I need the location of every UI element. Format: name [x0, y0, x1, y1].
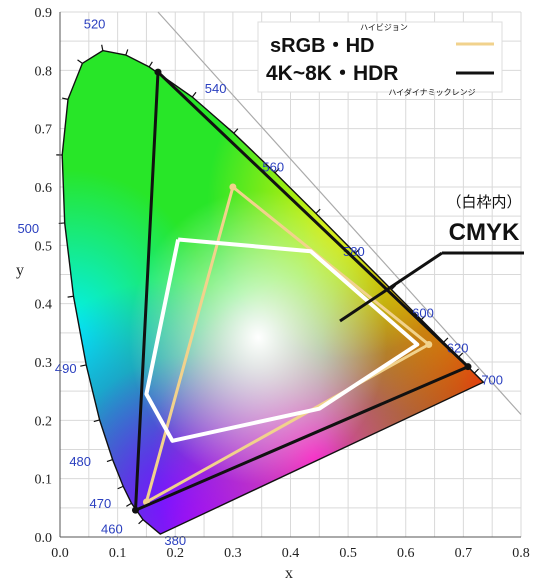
wavelength-tick [117, 485, 124, 490]
wavelength-tick [315, 208, 321, 214]
wavelength-tick [443, 337, 449, 343]
cmyk-pointer-line [339, 251, 443, 323]
wavelength-tick [138, 519, 144, 525]
legend-hdr-ruby: ハイダイナミックレンジ [388, 87, 475, 97]
x-tick-label: 0.2 [167, 546, 185, 561]
y-tick-labels: 0.0 0.1 0.2 0.3 0.4 0.5 0.6 0.7 0.8 0.9 [35, 6, 53, 546]
wavelength-ticks [56, 44, 480, 525]
wavelength-tick [473, 368, 480, 374]
purple-line [157, 11, 522, 415]
series-hdr-4k-8k-line [134, 70, 470, 512]
y-tick-label: 0.3 [35, 356, 53, 371]
y-tick-label: 0.8 [35, 64, 53, 79]
wavelength-tick [191, 91, 197, 98]
wavelength-label: 480 [69, 454, 91, 469]
wavelength-tick [77, 59, 83, 64]
series-hdr-4k-8k-point [464, 363, 472, 371]
y-tick-label: 0.2 [35, 414, 53, 429]
series-cmyk-line [144, 237, 420, 443]
x-axis-label: x [285, 565, 293, 582]
wavelength-tick [67, 295, 74, 298]
wavelength-tick [93, 419, 100, 423]
wavelength-label: 460 [101, 521, 123, 536]
wavelength-label: 540 [205, 81, 227, 96]
x-tick-label: 0.7 [455, 546, 473, 561]
wavelength-tick [80, 364, 87, 367]
y-tick-label: 0.4 [35, 298, 53, 313]
x-tick-label: 0.5 [339, 546, 357, 561]
wavelength-label: 580 [343, 244, 365, 259]
wavelength-tick [233, 128, 239, 134]
series-srgb-hd-line [144, 185, 430, 504]
x-tick-label: 0.4 [282, 546, 300, 561]
axes: 0.0 0.1 0.2 0.3 0.4 0.5 0.6 0.7 0.8 0.0 0.1 0.2 0.3… [16, 6, 530, 582]
wavelength-tick [126, 502, 132, 507]
legend-hdr-label: 4K~8K・HDR [266, 62, 398, 85]
y-tick-label: 0.0 [35, 531, 53, 546]
legend-srgb-label: sRGB・HD [270, 35, 374, 57]
cmyk-annotation-note: （白枠内） [446, 193, 521, 211]
wavelength-label: 700 [481, 373, 503, 388]
cmyk-annotation: （白枠内） CMYK [339, 193, 524, 323]
x-tick-label: 0.8 [512, 546, 530, 561]
series-hdr-4k-8k-point [131, 506, 139, 514]
wavelength-tick [274, 167, 280, 174]
wavelength-tick [106, 459, 113, 463]
x-tick-label: 0.0 [51, 546, 69, 561]
wavelength-tick [354, 248, 361, 254]
series-hdr-4k-8k-point [154, 68, 162, 76]
series-srgb-hd-point [425, 341, 433, 348]
y-tick-label: 0.5 [35, 239, 53, 254]
y-tick-label: 0.7 [35, 123, 53, 138]
wavelength-label: 490 [55, 361, 77, 376]
wavelength-label: 500 [17, 221, 39, 236]
cmyk-annotation-label: CMYK [449, 219, 520, 246]
x-tick-label: 0.6 [397, 546, 415, 561]
wavelength-tick [125, 49, 129, 56]
wavelength-tick [62, 97, 69, 100]
y-tick-label: 0.9 [35, 6, 53, 21]
legend-box [257, 21, 503, 93]
y-axis-label: y [16, 262, 24, 279]
wavelength-label: 600 [412, 305, 434, 320]
wavelength-tick [148, 61, 153, 68]
wavelength-tick [420, 315, 426, 321]
y-tick-label: 0.6 [35, 181, 53, 196]
x-tick-labels: 0.0 0.1 0.2 0.3 0.4 0.5 0.6 0.7 0.8 [51, 546, 530, 561]
wavelength-tick [101, 44, 104, 51]
legend: ハイビジョン sRGB・HD 4K~8K・HDR ハイダイナミックレンジ [257, 21, 503, 97]
x-tick-label: 0.3 [224, 546, 242, 561]
y-tick-label: 0.1 [35, 473, 53, 488]
legend-srgb-ruby: ハイビジョン [360, 23, 408, 32]
x-tick-label: 0.1 [109, 546, 127, 561]
gamut-series [131, 68, 472, 514]
series-srgb-hd-point [229, 183, 237, 191]
wavelength-label: 560 [262, 160, 284, 175]
wavelength-label: 470 [89, 496, 111, 511]
wavelength-label: 520 [84, 17, 106, 32]
